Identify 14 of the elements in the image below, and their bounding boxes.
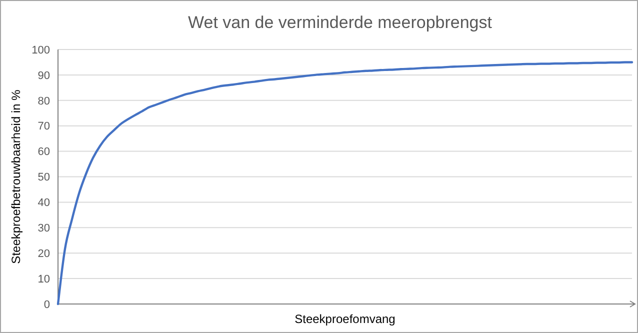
chart-title: Wet van de verminderde meeropbrengst [188, 13, 492, 32]
x-axis-title: Steekproefomvang [294, 312, 396, 326]
y-axis-title: Steekproefbetrouwbaarheid in % [9, 89, 23, 264]
y-tick-label: 40 [38, 197, 50, 210]
y-tick-label: 10 [38, 273, 50, 286]
y-tick-label: 20 [38, 248, 50, 260]
y-tick-label: 50 [38, 172, 50, 184]
y-tick-label: 70 [38, 120, 50, 133]
y-tick-label: 90 [38, 70, 50, 82]
y-tick-label: 0 [44, 298, 50, 311]
y-tick-label: 80 [38, 95, 50, 108]
y-tick-label: 100 [32, 44, 50, 56]
y-tick-label: 60 [38, 146, 50, 158]
y-tick-label: 30 [38, 222, 50, 234]
